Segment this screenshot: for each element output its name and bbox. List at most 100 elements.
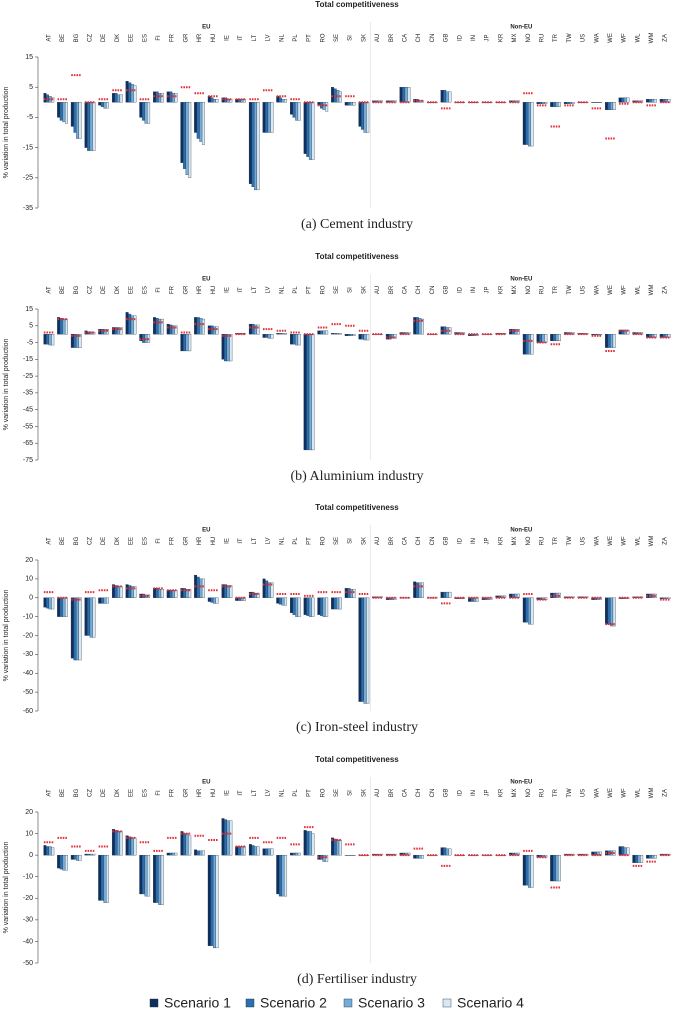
bar: [188, 102, 192, 178]
x-tick-label: WM: [649, 285, 655, 296]
x-tick-label: CN: [430, 789, 436, 798]
x-tick-label: AU: [375, 286, 381, 294]
bar: [361, 102, 364, 130]
x-tick-label: SK: [361, 537, 367, 545]
x-tick-label: DK: [115, 286, 121, 294]
bar: [194, 849, 198, 856]
x-tick-label: ID: [457, 537, 463, 544]
bar: [550, 334, 554, 342]
bar: [284, 333, 288, 335]
x-tick-label: GR: [183, 788, 189, 798]
x-tick-label: BR: [389, 536, 395, 545]
x-tick-label: TR: [553, 536, 559, 545]
bar: [185, 833, 189, 856]
x-tick-label: WE: [608, 33, 614, 43]
x-tick-label: WF: [622, 788, 628, 798]
bar: [147, 102, 151, 124]
bar: [555, 334, 559, 342]
bar: [325, 330, 329, 335]
bar: [158, 589, 162, 598]
bar: [653, 854, 657, 859]
bar: [662, 597, 666, 599]
x-tick-label: IE: [224, 538, 230, 544]
x-tick-label: NL: [279, 34, 285, 42]
bar: [133, 837, 137, 856]
bar: [295, 102, 299, 121]
bar: [221, 818, 225, 856]
bar: [210, 97, 214, 103]
bar: [539, 102, 543, 104]
x-tick-label: ID: [457, 789, 463, 796]
bar: [421, 582, 424, 598]
bar: [213, 854, 216, 949]
bar: [180, 334, 184, 352]
bar: [336, 839, 340, 856]
bar: [153, 588, 156, 598]
bar: [46, 846, 49, 856]
bar: [78, 597, 82, 661]
bar: [333, 838, 337, 856]
bar: [183, 833, 186, 856]
bar: [290, 597, 293, 614]
bar: [290, 852, 293, 856]
y-tick-label: -5: [27, 114, 33, 121]
x-tick-label: HR: [197, 33, 203, 42]
x-tick-label: US: [581, 789, 587, 797]
x-tick-label: NO: [526, 536, 532, 545]
bar: [201, 578, 205, 598]
bar: [215, 99, 219, 103]
x-tick-label: DE: [101, 537, 107, 545]
x-tick-label: CA: [403, 537, 409, 545]
bar: [98, 854, 102, 901]
bar: [92, 853, 96, 856]
x-tick-label: KR: [498, 285, 504, 294]
bar: [331, 597, 335, 610]
bar: [256, 102, 260, 191]
bar: [618, 846, 622, 856]
bar: [84, 853, 88, 856]
x-tick-label: CA: [403, 286, 409, 294]
x-tick-label: EE: [129, 537, 135, 545]
bar: [199, 102, 203, 142]
bar: [196, 850, 200, 856]
bar: [566, 102, 570, 104]
bar: [297, 334, 301, 346]
bar: [418, 582, 422, 598]
bar: [311, 334, 315, 451]
x-tick-label: HR: [197, 285, 203, 294]
x-tick-label: BR: [389, 33, 395, 42]
bar: [98, 102, 102, 106]
x-tick-label: NO: [526, 285, 532, 294]
x-tick-label: IT: [238, 790, 244, 796]
bar: [57, 102, 61, 118]
x-tick-label: WE: [608, 285, 614, 295]
bar: [51, 334, 55, 346]
y-tick-label: -20: [23, 632, 33, 639]
bar: [213, 597, 216, 604]
x-tick-label: IN: [471, 538, 477, 544]
bar: [43, 845, 47, 856]
bar: [166, 590, 170, 598]
x-tick-label: SE: [334, 537, 340, 545]
x-tick-label: IN: [471, 287, 477, 293]
x-tick-label: PL: [293, 34, 299, 42]
x-tick-label: FR: [170, 33, 176, 42]
bar: [278, 597, 282, 605]
bar: [43, 597, 47, 608]
y-tick-label: 20: [25, 809, 33, 816]
bar: [311, 833, 315, 856]
bar: [607, 102, 611, 111]
x-tick-label: KR: [498, 788, 504, 797]
x-tick-label: GR: [183, 33, 189, 43]
bar: [322, 854, 326, 862]
y-tick-label: -35: [23, 390, 33, 397]
bar: [290, 334, 293, 345]
x-tick-label: NL: [279, 789, 285, 797]
bar: [256, 324, 260, 335]
bar: [194, 317, 198, 335]
bar: [185, 102, 189, 175]
x-tick-label: RU: [539, 286, 545, 295]
x-tick-label: RU: [539, 537, 545, 546]
bar: [119, 327, 123, 335]
